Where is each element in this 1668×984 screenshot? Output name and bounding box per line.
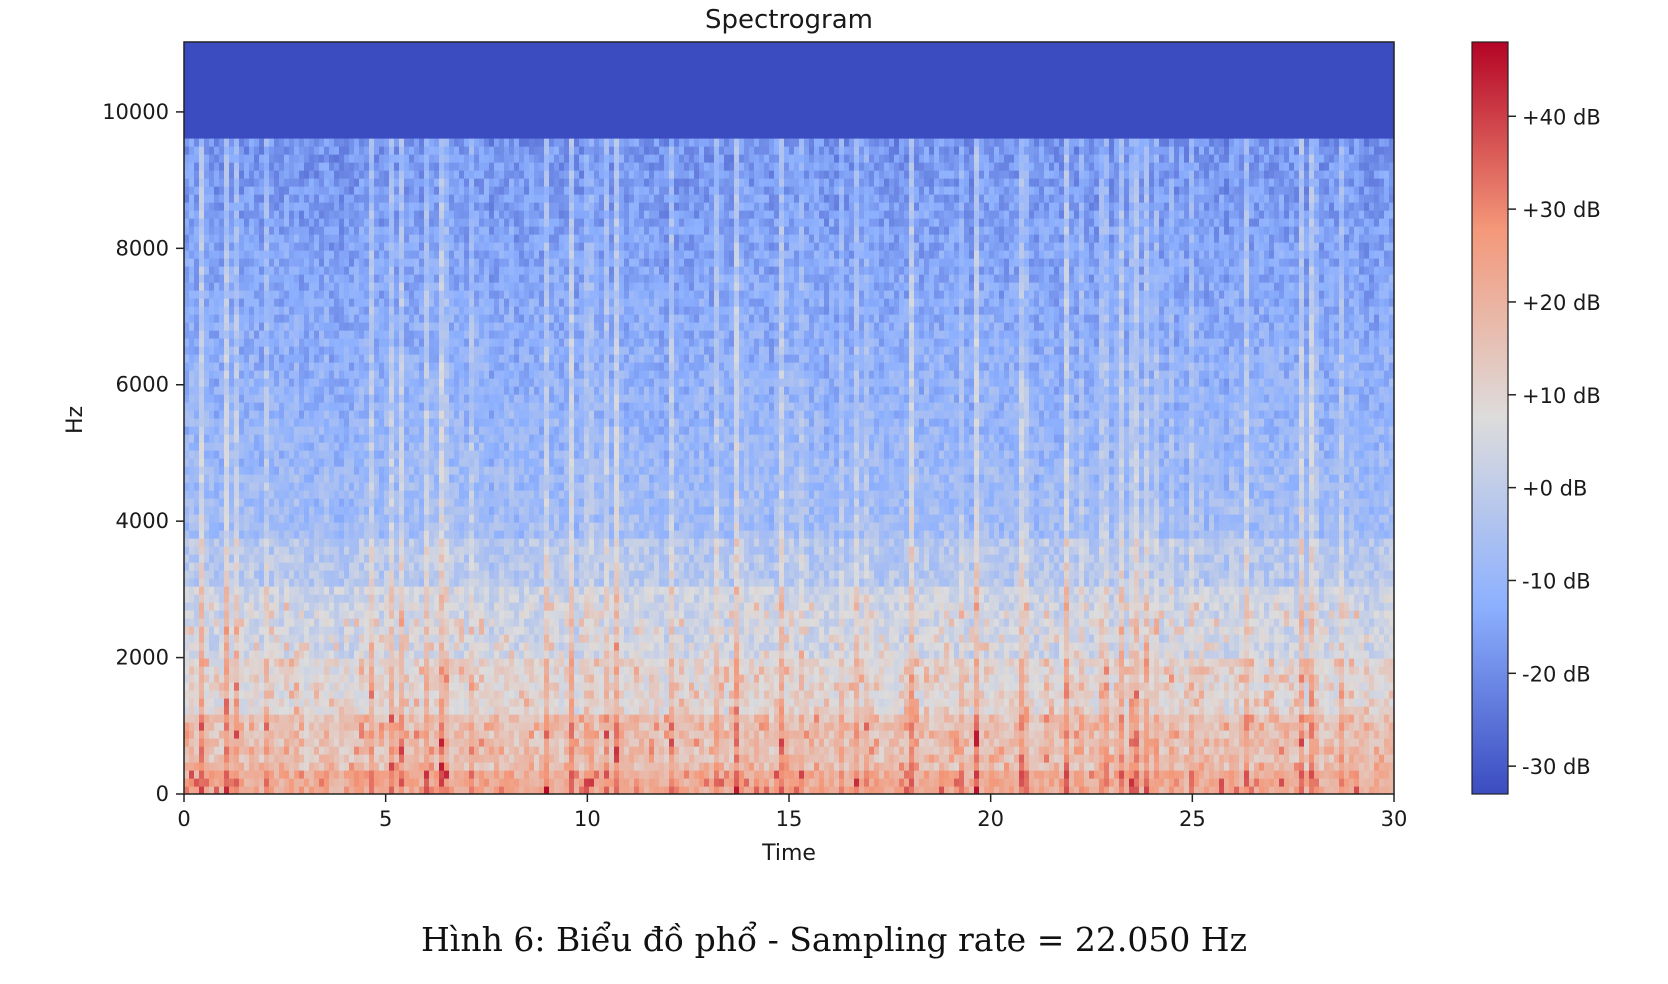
colorbar [1472,42,1508,794]
x-tick-label: 30 [1381,807,1408,831]
x-tick-label: 25 [1179,807,1206,831]
x-tick-label: 15 [776,807,803,831]
x-tick-label: 20 [977,807,1004,831]
x-tick-label: 5 [379,807,392,831]
colorbar-tick-label: +20 dB [1522,291,1601,315]
x-axis-ticks: 0 5 10 15 20 25 30 [177,794,1407,831]
spectrogram-cells [184,42,1395,795]
colorbar-ticks: +40 dB +30 dB +20 dB +10 dB +0 dB -10 dB -20 d… [1508,105,1601,779]
x-axis-label: Time [761,841,816,866]
x-tick-label: 10 [574,807,601,831]
y-tick-label: 8000 [116,236,169,260]
x-tick-label: 0 [177,807,190,831]
colorbar-tick-label: -10 dB [1522,569,1591,593]
colorbar-tick-label: +10 dB [1522,384,1601,408]
y-axis-ticks: 0 2000 4000 6000 8000 10000 [102,100,184,806]
colorbar-tick-label: +30 dB [1522,198,1601,222]
colorbar-tick-label: -30 dB [1522,755,1591,779]
y-tick-label: 10000 [102,100,169,124]
y-tick-label: 2000 [116,646,169,670]
colorbar-tick-label: +40 dB [1522,105,1601,129]
y-tick-label: 6000 [116,373,169,397]
y-axis-label: Hz [63,406,88,434]
chart-title: Spectrogram [705,5,873,35]
y-tick-label: 0 [156,782,169,806]
plot-area [184,42,1395,795]
colorbar-tick-label: -20 dB [1522,662,1591,686]
y-tick-label: 4000 [116,509,169,533]
figure-caption: Hình 6: Biểu đồ phổ - Sampling rate = 22… [0,920,1668,959]
colorbar-tick-label: +0 dB [1522,477,1587,501]
